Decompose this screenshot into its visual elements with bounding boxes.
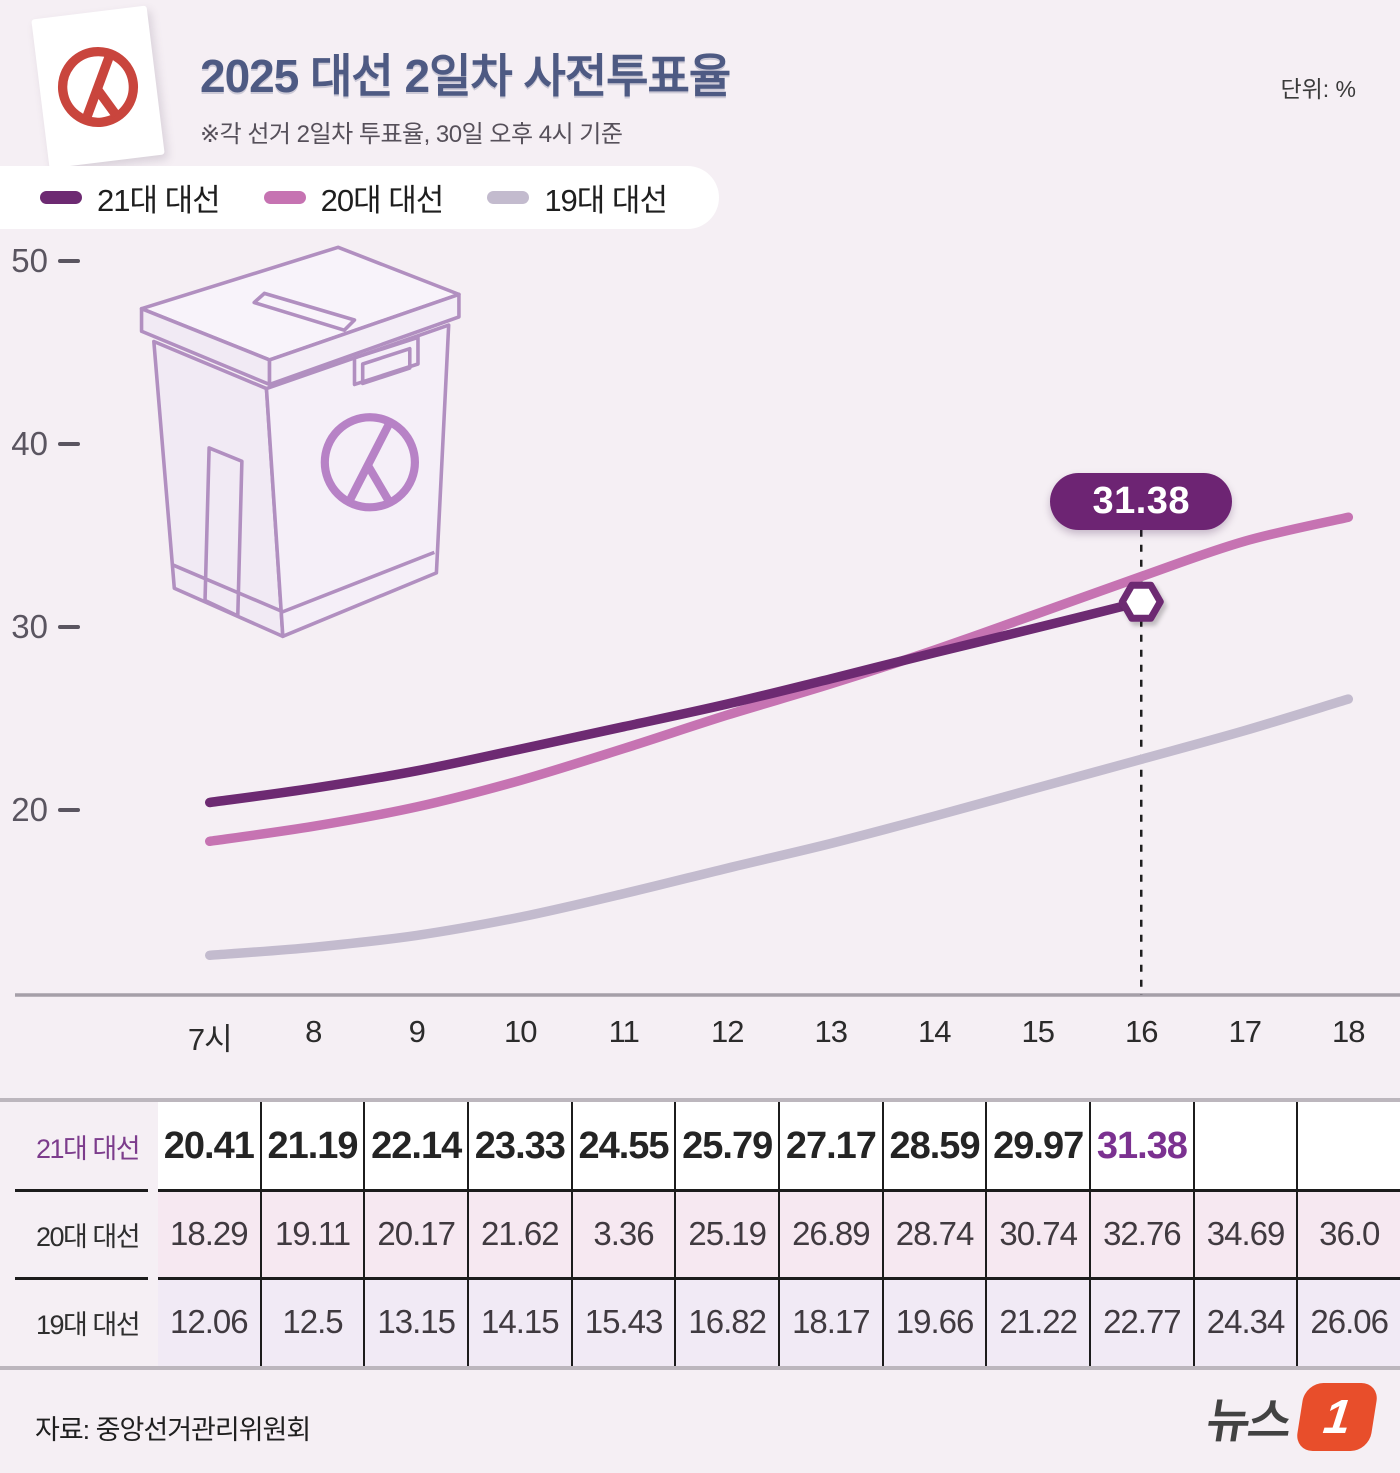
ballot-stamp-icon — [57, 46, 139, 128]
news1-logo: 뉴스 1 — [1203, 1382, 1380, 1451]
x-axis-label: 12 — [711, 1014, 744, 1049]
x-axis-label: 15 — [1021, 1014, 1055, 1049]
table-cell: 22.14 — [363, 1102, 468, 1190]
table-cell: 16.82 — [674, 1278, 779, 1366]
table-cell: 15.43 — [570, 1278, 675, 1366]
news1-badge: 1 — [1294, 1382, 1380, 1451]
table-cell: 18.29 — [158, 1190, 260, 1278]
line-chart: 50 40 30 20 — [11, 242, 1400, 997]
table-cell: 28.59 — [881, 1102, 986, 1190]
x-axis-label: 10 — [504, 1014, 537, 1049]
table-cell: 19.66 — [881, 1278, 986, 1366]
table-cell — [1192, 1102, 1297, 1190]
table-cell: 32.76 — [1089, 1190, 1193, 1278]
table-cell: 26.89 — [778, 1190, 882, 1278]
x-axis-label: 8 — [305, 1014, 322, 1049]
table-cell: 23.33 — [467, 1102, 571, 1190]
news1-wordmark: 뉴스 — [1202, 1394, 1294, 1447]
x-axis-label: 18 — [1332, 1014, 1365, 1049]
svg-text:30: 30 — [11, 608, 48, 645]
ballot-box-illustration — [110, 235, 470, 665]
table-cell: 19.11 — [259, 1190, 364, 1278]
svg-text:40: 40 — [11, 425, 48, 462]
table-cell: 24.55 — [570, 1102, 675, 1190]
row-label: 19대 대선 — [36, 1309, 141, 1340]
x-axis-label: 17 — [1228, 1014, 1262, 1049]
x-axis-label: 14 — [918, 1014, 951, 1049]
chart-legend: 21대 대선 20대 대선 19대 대선 — [0, 166, 719, 229]
table-cell: 14.15 — [467, 1278, 571, 1366]
svg-text:20: 20 — [11, 791, 48, 828]
legend-swatch — [487, 191, 530, 204]
table-cell: 29.97 — [985, 1102, 1090, 1190]
table-cell: 27.17 — [778, 1102, 882, 1190]
table-cell: 30.74 — [985, 1190, 1090, 1278]
value-callout: 31.38 — [1050, 472, 1233, 530]
table-cell: 22.77 — [1089, 1278, 1193, 1366]
table-cell: 21.62 — [467, 1190, 571, 1278]
svg-text:50: 50 — [11, 242, 48, 279]
source-label: 자료: 중앙선거관리위원회 — [35, 1415, 311, 1445]
table-cell: 25.19 — [674, 1190, 779, 1278]
table-cell: 12.5 — [259, 1278, 364, 1366]
table-row: 21대 대선 20.41 21.19 22.14 23.33 24.55 25.79 27.1… — [0, 1102, 1400, 1190]
x-axis-labels: 7시 8 9 10 11 12 13 14 15 16 17 18 — [158, 1014, 1400, 1059]
legend-label: 20대 대선 — [320, 183, 445, 218]
ballot-paper-logo — [31, 5, 165, 169]
table-cell: 18.17 — [778, 1278, 882, 1366]
news1-badge-number: 1 — [1320, 1390, 1354, 1443]
table-cell: 31.38 — [1089, 1102, 1193, 1190]
table-cell: 26.06 — [1296, 1278, 1400, 1366]
x-axis-label: 13 — [814, 1014, 848, 1049]
legend-item: 21대 대선 — [40, 175, 221, 220]
legend-item: 20대 대선 — [263, 175, 445, 220]
page-subtitle: ※각 선거 2일차 투표율, 30일 오후 4시 기준 — [200, 121, 623, 148]
table-cell: 25.79 — [674, 1102, 779, 1190]
legend-label: 21대 대선 — [97, 183, 221, 218]
unit-label: 단위: % — [1280, 76, 1356, 102]
row-divider — [15, 1277, 148, 1280]
table-row: 20대 대선 18.29 19.11 20.17 21.62 3.36 25.19 26.89… — [0, 1190, 1400, 1278]
table-cell: 28.74 — [881, 1190, 986, 1278]
table-cell: 21.19 — [259, 1102, 364, 1190]
row-divider — [158, 1189, 1400, 1192]
legend-swatch — [40, 191, 82, 204]
table-cell: 34.69 — [1192, 1190, 1297, 1278]
callout-value: 31.38 — [1092, 479, 1191, 522]
x-axis-label: 7시 — [187, 1022, 233, 1057]
legend-label: 19대 대선 — [544, 183, 668, 218]
row-label: 20대 대선 — [36, 1221, 141, 1252]
table-cell: 3.36 — [570, 1190, 675, 1278]
legend-swatch — [263, 191, 306, 204]
table-cell: 13.15 — [363, 1278, 468, 1366]
table-cell — [1296, 1102, 1400, 1190]
x-axis-label: 16 — [1125, 1014, 1158, 1049]
table-row: 19대 대선 12.06 12.5 13.15 14.15 15.43 16.82 18.17… — [0, 1278, 1400, 1366]
table-cell: 24.34 — [1192, 1278, 1297, 1366]
row-label: 21대 대선 — [36, 1133, 141, 1164]
x-axis-label: 9 — [408, 1014, 426, 1049]
table-cell: 20.41 — [158, 1102, 260, 1190]
table-cell: 20.17 — [363, 1190, 468, 1278]
page-title: 2025 대선 2일차 사전투표율 — [200, 50, 731, 102]
legend-item: 19대 대선 — [487, 175, 668, 220]
table-cell: 21.22 — [985, 1278, 1090, 1366]
table-cell: 36.0 — [1296, 1190, 1400, 1278]
row-divider — [158, 1277, 1400, 1280]
table-cell: 12.06 — [158, 1278, 260, 1366]
row-divider — [15, 1189, 148, 1192]
x-axis-label: 11 — [608, 1014, 640, 1049]
data-table: 21대 대선 20.41 21.19 22.14 23.33 24.55 25.79 27.1… — [0, 1098, 1400, 1370]
